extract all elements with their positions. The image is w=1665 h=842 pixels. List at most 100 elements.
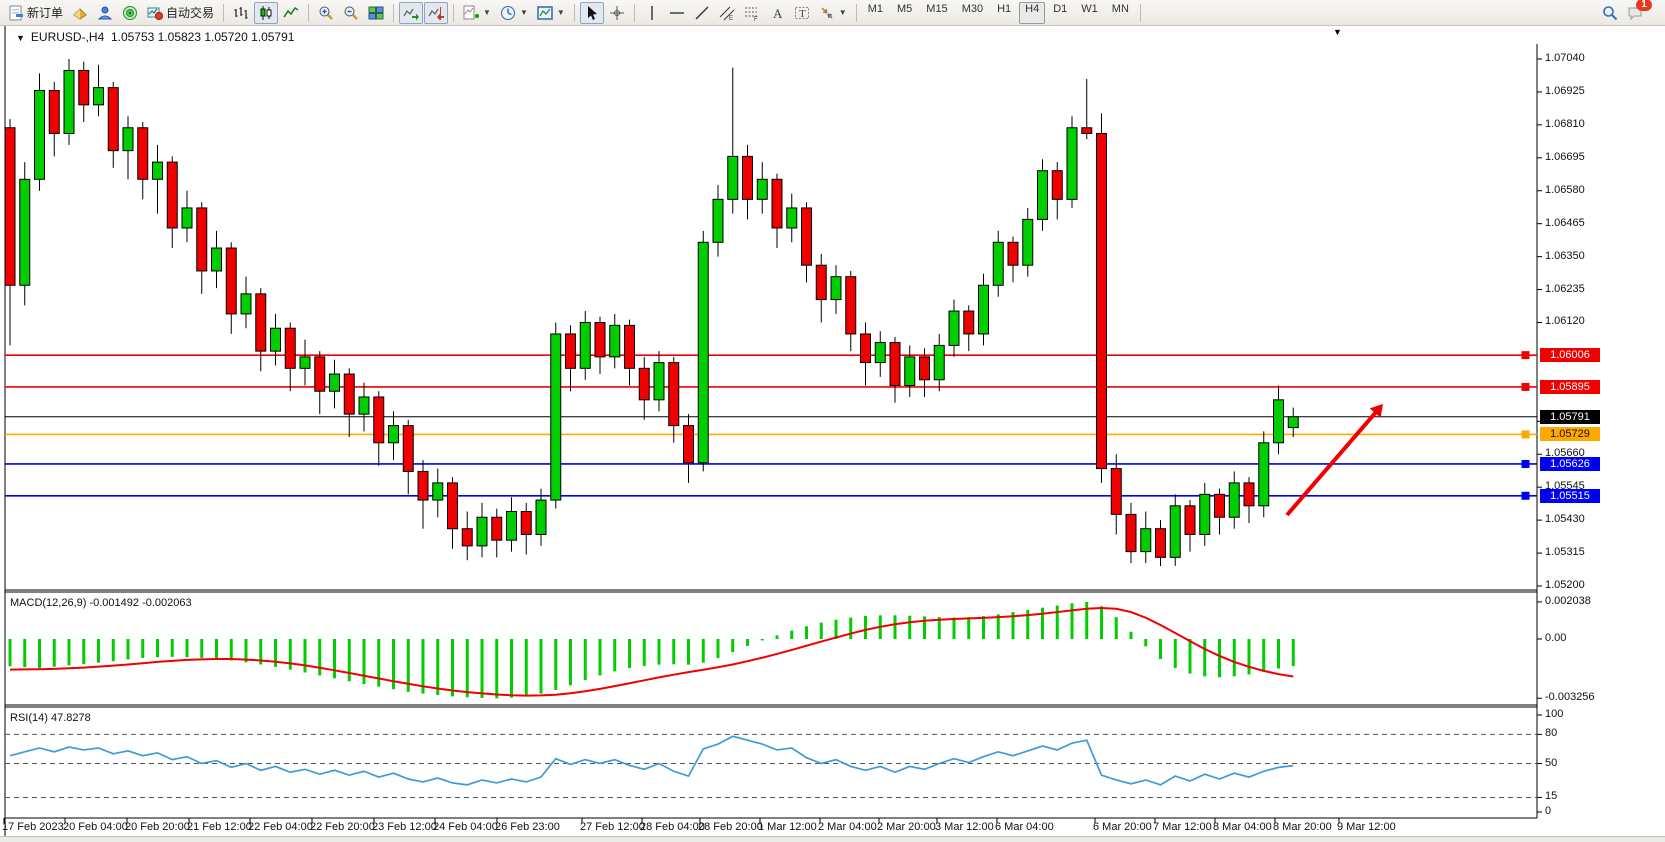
- timeframe-button-MN[interactable]: MN: [1111, 2, 1129, 15]
- line-chart-button[interactable]: [279, 2, 303, 24]
- chart-shift-button[interactable]: [424, 1, 449, 24]
- chart-dropdown-icon[interactable]: ▼: [16, 33, 25, 43]
- timeframe-button-M1[interactable]: M1: [867, 2, 883, 15]
- cursor-button[interactable]: [579, 1, 604, 24]
- toolbar-separator: [308, 3, 310, 22]
- text-tool-button[interactable]: A: [765, 2, 789, 24]
- equidistant-channel-icon: E: [719, 6, 735, 21]
- bullish-candle: [122, 127, 134, 152]
- price-axis-label: 1.06465: [1545, 216, 1585, 229]
- bullish-candle: [329, 373, 340, 392]
- bullish-candle: [299, 356, 311, 369]
- time-axis-label: 20 Feb 20:00: [125, 821, 190, 833]
- zoom-in-button[interactable]: [314, 2, 338, 24]
- line-handle[interactable]: [1521, 491, 1530, 500]
- timeframe-button-H4[interactable]: H4: [1019, 1, 1046, 24]
- timeframe-button-M15[interactable]: M15: [926, 2, 948, 15]
- bullish-candle: [1169, 505, 1181, 558]
- bar-chart-button[interactable]: [229, 2, 253, 24]
- chart-window: ▼ EURUSD-,H4 1.05753 1.05823 1.05720 1.05…: [0, 26, 1665, 842]
- line-handle[interactable]: [1521, 382, 1530, 391]
- timeframe-button-W1[interactable]: W1: [1081, 2, 1098, 15]
- bullish-candle: [904, 356, 916, 387]
- toolbar-separator: [223, 3, 225, 22]
- label-tool-button[interactable]: T: [790, 2, 814, 24]
- vertical-line-tool-button[interactable]: [640, 2, 664, 24]
- toolbar-separator: [855, 3, 857, 22]
- market-watch-button[interactable]: [68, 2, 92, 24]
- bearish-candle: [491, 516, 503, 541]
- periods-button[interactable]: ▼: [496, 2, 532, 24]
- toolbar-separator: [453, 3, 455, 22]
- text-icon: A: [773, 6, 783, 21]
- bearish-candle: [742, 155, 753, 200]
- chart-symbol-period: EURUSD-,H4: [30, 30, 105, 44]
- svg-text:T: T: [799, 8, 806, 20]
- timeframe-button-M30[interactable]: M30: [961, 2, 984, 15]
- chart-shift-marker[interactable]: ▼: [1333, 27, 1342, 37]
- clock-icon: [500, 5, 515, 20]
- auto-trading-label: 自动交易: [166, 6, 215, 20]
- fibonacci-tool-button[interactable]: F: [740, 2, 764, 24]
- add-indicator-button[interactable]: ▼: [459, 2, 495, 24]
- bullish-candle: [697, 241, 709, 464]
- bullish-candle: [1287, 416, 1299, 429]
- rsi-axis-label: 50: [1545, 756, 1558, 769]
- bullish-candle: [1258, 442, 1270, 507]
- signal-icon: [123, 5, 138, 20]
- bearish-candle: [402, 425, 414, 472]
- tile-windows-icon: [368, 6, 384, 19]
- toolbar-separator: [1139, 3, 1141, 22]
- bullish-candle: [19, 178, 31, 286]
- new-order-button[interactable]: 新订单: [4, 2, 67, 24]
- price-line-label: 1.06006: [1540, 348, 1600, 363]
- tile-windows-button[interactable]: [364, 2, 388, 24]
- timeframe-button-M5[interactable]: M5: [897, 2, 913, 15]
- bearish-candle: [919, 356, 930, 381]
- channel-tool-button[interactable]: E: [715, 2, 739, 24]
- trend-arrow-head: [1369, 404, 1383, 418]
- timeframe-button-D1[interactable]: D1: [1053, 2, 1068, 15]
- bearish-candle: [4, 127, 16, 286]
- price-axis-label: 1.05660: [1545, 447, 1585, 460]
- community-button[interactable]: [93, 2, 117, 24]
- candlestick-chart-button[interactable]: [254, 1, 279, 24]
- zoom-in-icon: [319, 6, 333, 20]
- timeframe-button-H1[interactable]: H1: [997, 2, 1012, 15]
- bearish-candle: [166, 161, 178, 229]
- bullish-candle: [388, 425, 399, 444]
- bearish-candle: [1155, 528, 1166, 558]
- time-axis-label: 3 Mar 12:00: [935, 821, 994, 833]
- line-handle[interactable]: [1521, 430, 1530, 439]
- bearish-candle: [1184, 505, 1196, 535]
- line-handle[interactable]: [1521, 459, 1530, 468]
- arrows-tool-button[interactable]: ▼: [815, 2, 851, 24]
- bullish-candle: [786, 207, 798, 229]
- time-axis-label: 24 Feb 04:00: [433, 821, 498, 833]
- bullish-candle: [874, 342, 886, 364]
- trend-arrow-annotation[interactable]: [1285, 408, 1380, 517]
- new-order-label: 新订单: [27, 6, 64, 20]
- line-chart-icon: [283, 6, 299, 17]
- time-axis-label: 28 Feb 20:00: [698, 821, 763, 833]
- time-axis-label: 2 Mar 04:00: [818, 821, 877, 833]
- line-handle[interactable]: [1521, 351, 1530, 360]
- bearish-candle: [1081, 127, 1093, 134]
- bar-chart-icon: [234, 6, 248, 19]
- zoom-out-button[interactable]: [339, 2, 363, 24]
- time-axis-label: 27 Feb 12:00: [580, 821, 645, 833]
- auto-scroll-button[interactable]: [399, 1, 424, 24]
- trendline-tool-button[interactable]: [690, 2, 714, 24]
- search-button[interactable]: [1598, 2, 1622, 24]
- horizontal-line-tool-button[interactable]: [665, 2, 689, 24]
- main-toolbar: 新订单 自动交易: [0, 0, 1665, 26]
- chart-shift-icon: [428, 6, 445, 20]
- macd-indicator-label: MACD(12,26,9) -0.001492 -0.002063: [10, 597, 192, 609]
- bullish-candle: [727, 155, 739, 200]
- signals-button[interactable]: [118, 2, 142, 24]
- auto-trading-button[interactable]: 自动交易: [143, 2, 218, 24]
- notifications-button[interactable]: 1: [1623, 0, 1652, 24]
- templates-button[interactable]: ▼: [533, 2, 569, 24]
- bullish-candle: [432, 482, 444, 501]
- crosshair-button[interactable]: [605, 2, 629, 24]
